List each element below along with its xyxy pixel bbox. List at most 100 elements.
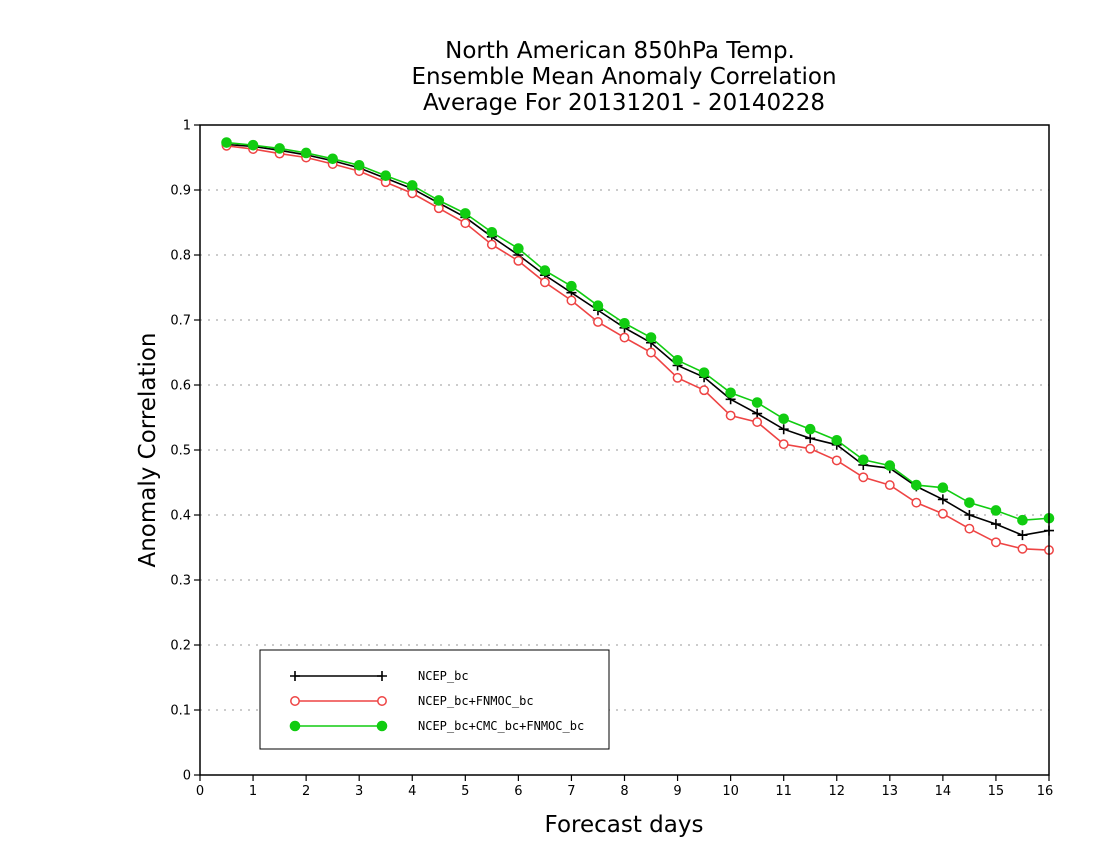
y-tick-label: 0.1 xyxy=(170,704,191,719)
data-point xyxy=(539,277,550,288)
data-point xyxy=(804,423,816,435)
x-tick-label: 11 xyxy=(775,784,792,799)
data-point xyxy=(247,139,259,151)
data-point xyxy=(486,239,497,250)
data-point xyxy=(1017,543,1028,554)
data-point xyxy=(593,317,603,327)
data-point xyxy=(725,387,736,399)
data-point xyxy=(221,137,232,148)
x-axis-label: Forecast days xyxy=(545,812,704,838)
y-tick-label: 0.4 xyxy=(170,509,191,524)
grid-lines xyxy=(200,189,1049,711)
data-point xyxy=(406,180,418,191)
data-point xyxy=(911,479,922,491)
data-point xyxy=(778,424,789,435)
y-tick-label: 0.6 xyxy=(170,379,191,394)
legend-marker xyxy=(377,671,387,681)
data-point xyxy=(566,295,577,306)
x-tick-label: 6 xyxy=(514,784,522,799)
legend-label: NCEP_bc xyxy=(418,669,469,683)
y-tick-label: 0.7 xyxy=(170,314,191,329)
legend-entry-1: NCEP_bc+FNMOC_bc xyxy=(290,694,534,708)
x-tick-label: 2 xyxy=(302,784,310,799)
data-point xyxy=(884,460,896,471)
data-point xyxy=(725,410,736,421)
data-point xyxy=(751,397,763,408)
x-tick-label: 10 xyxy=(722,784,739,799)
series-line xyxy=(226,141,1050,522)
data-point xyxy=(964,497,975,508)
data-point xyxy=(752,408,763,419)
y-axis-label: Anomaly Correlation xyxy=(135,332,161,567)
x-tick-label: 7 xyxy=(567,784,575,799)
series-2 xyxy=(221,137,1055,526)
data-point xyxy=(884,480,895,491)
data-point xyxy=(645,332,657,343)
data-point xyxy=(805,443,816,454)
data-point xyxy=(698,367,710,378)
data-point xyxy=(380,170,392,181)
data-point xyxy=(646,347,656,358)
y-tick-label: 0.8 xyxy=(170,249,191,264)
data-point xyxy=(990,519,1001,530)
data-point xyxy=(911,497,922,508)
data-point xyxy=(1017,514,1028,526)
data-point xyxy=(778,439,789,450)
series-line xyxy=(226,143,1050,536)
chart-title-line-2: Ensemble Mean Anomaly Correlation xyxy=(411,64,836,90)
data-point xyxy=(300,147,312,159)
data-point xyxy=(831,434,843,446)
data-point xyxy=(990,537,1001,548)
data-point xyxy=(353,160,365,171)
y-tick-label: 0.2 xyxy=(170,639,191,654)
x-tick-label: 1 xyxy=(249,784,257,799)
legend-marker xyxy=(290,696,300,706)
legend-marker xyxy=(290,671,300,681)
data-point xyxy=(460,218,471,229)
data-point xyxy=(327,153,338,165)
x-tick-label: 12 xyxy=(828,784,845,799)
data-point xyxy=(937,508,948,519)
data-point xyxy=(619,332,630,343)
y-tick-label: 0 xyxy=(183,769,191,784)
series-0 xyxy=(221,139,1054,541)
series-layer xyxy=(221,137,1055,556)
data-point xyxy=(433,195,445,206)
data-point xyxy=(592,300,604,312)
data-point xyxy=(937,482,949,494)
data-point xyxy=(805,433,816,444)
x-tick-label: 13 xyxy=(882,784,899,799)
chart-title-line-3: Average For 20131201 - 20140228 xyxy=(423,90,825,116)
x-tick-label: 8 xyxy=(620,784,628,799)
x-tick-label: 16 xyxy=(1037,784,1054,799)
x-tick-label: 3 xyxy=(355,784,363,799)
data-point xyxy=(566,280,577,292)
chart-title-line-1: North American 850hPa Temp. xyxy=(445,38,795,64)
series-line xyxy=(226,145,1050,551)
y-tick-label: 0.3 xyxy=(170,574,191,589)
y-axis-ticks: 0 0.1 0.2 0.3 0.4 0.5 0.6 0.7 0.8 0.9 1 xyxy=(170,119,200,784)
data-point xyxy=(619,317,630,329)
data-point xyxy=(460,208,471,219)
data-point xyxy=(672,372,683,383)
data-point xyxy=(752,417,763,427)
data-point xyxy=(964,523,975,534)
data-point xyxy=(778,413,789,425)
legend-entry-2: NCEP_bc+CMC_bc+FNMOC_bc xyxy=(289,719,584,733)
data-point xyxy=(672,355,683,366)
data-point xyxy=(274,143,285,154)
x-axis-ticks: 0 1 2 3 4 5 6 7 8 9 10 11 12 13 14 15 16 xyxy=(196,775,1053,799)
x-tick-label: 5 xyxy=(461,784,469,799)
legend-marker xyxy=(376,720,388,732)
data-point xyxy=(990,505,1002,516)
x-tick-label: 9 xyxy=(673,784,681,799)
legend: NCEP_bc NCEP_bc+FNMOC_bc NCEP_bc+CMC_bc+FN… xyxy=(259,649,610,750)
y-tick-label: 0.9 xyxy=(170,184,191,199)
x-tick-label: 14 xyxy=(935,784,952,799)
chart-title: North American 850hPa Temp. Ensemble Mea… xyxy=(411,38,836,116)
legend-marker xyxy=(377,696,387,706)
y-tick-label: 1 xyxy=(183,119,191,134)
y-tick-label: 0.5 xyxy=(170,444,191,459)
legend-box xyxy=(259,649,610,750)
